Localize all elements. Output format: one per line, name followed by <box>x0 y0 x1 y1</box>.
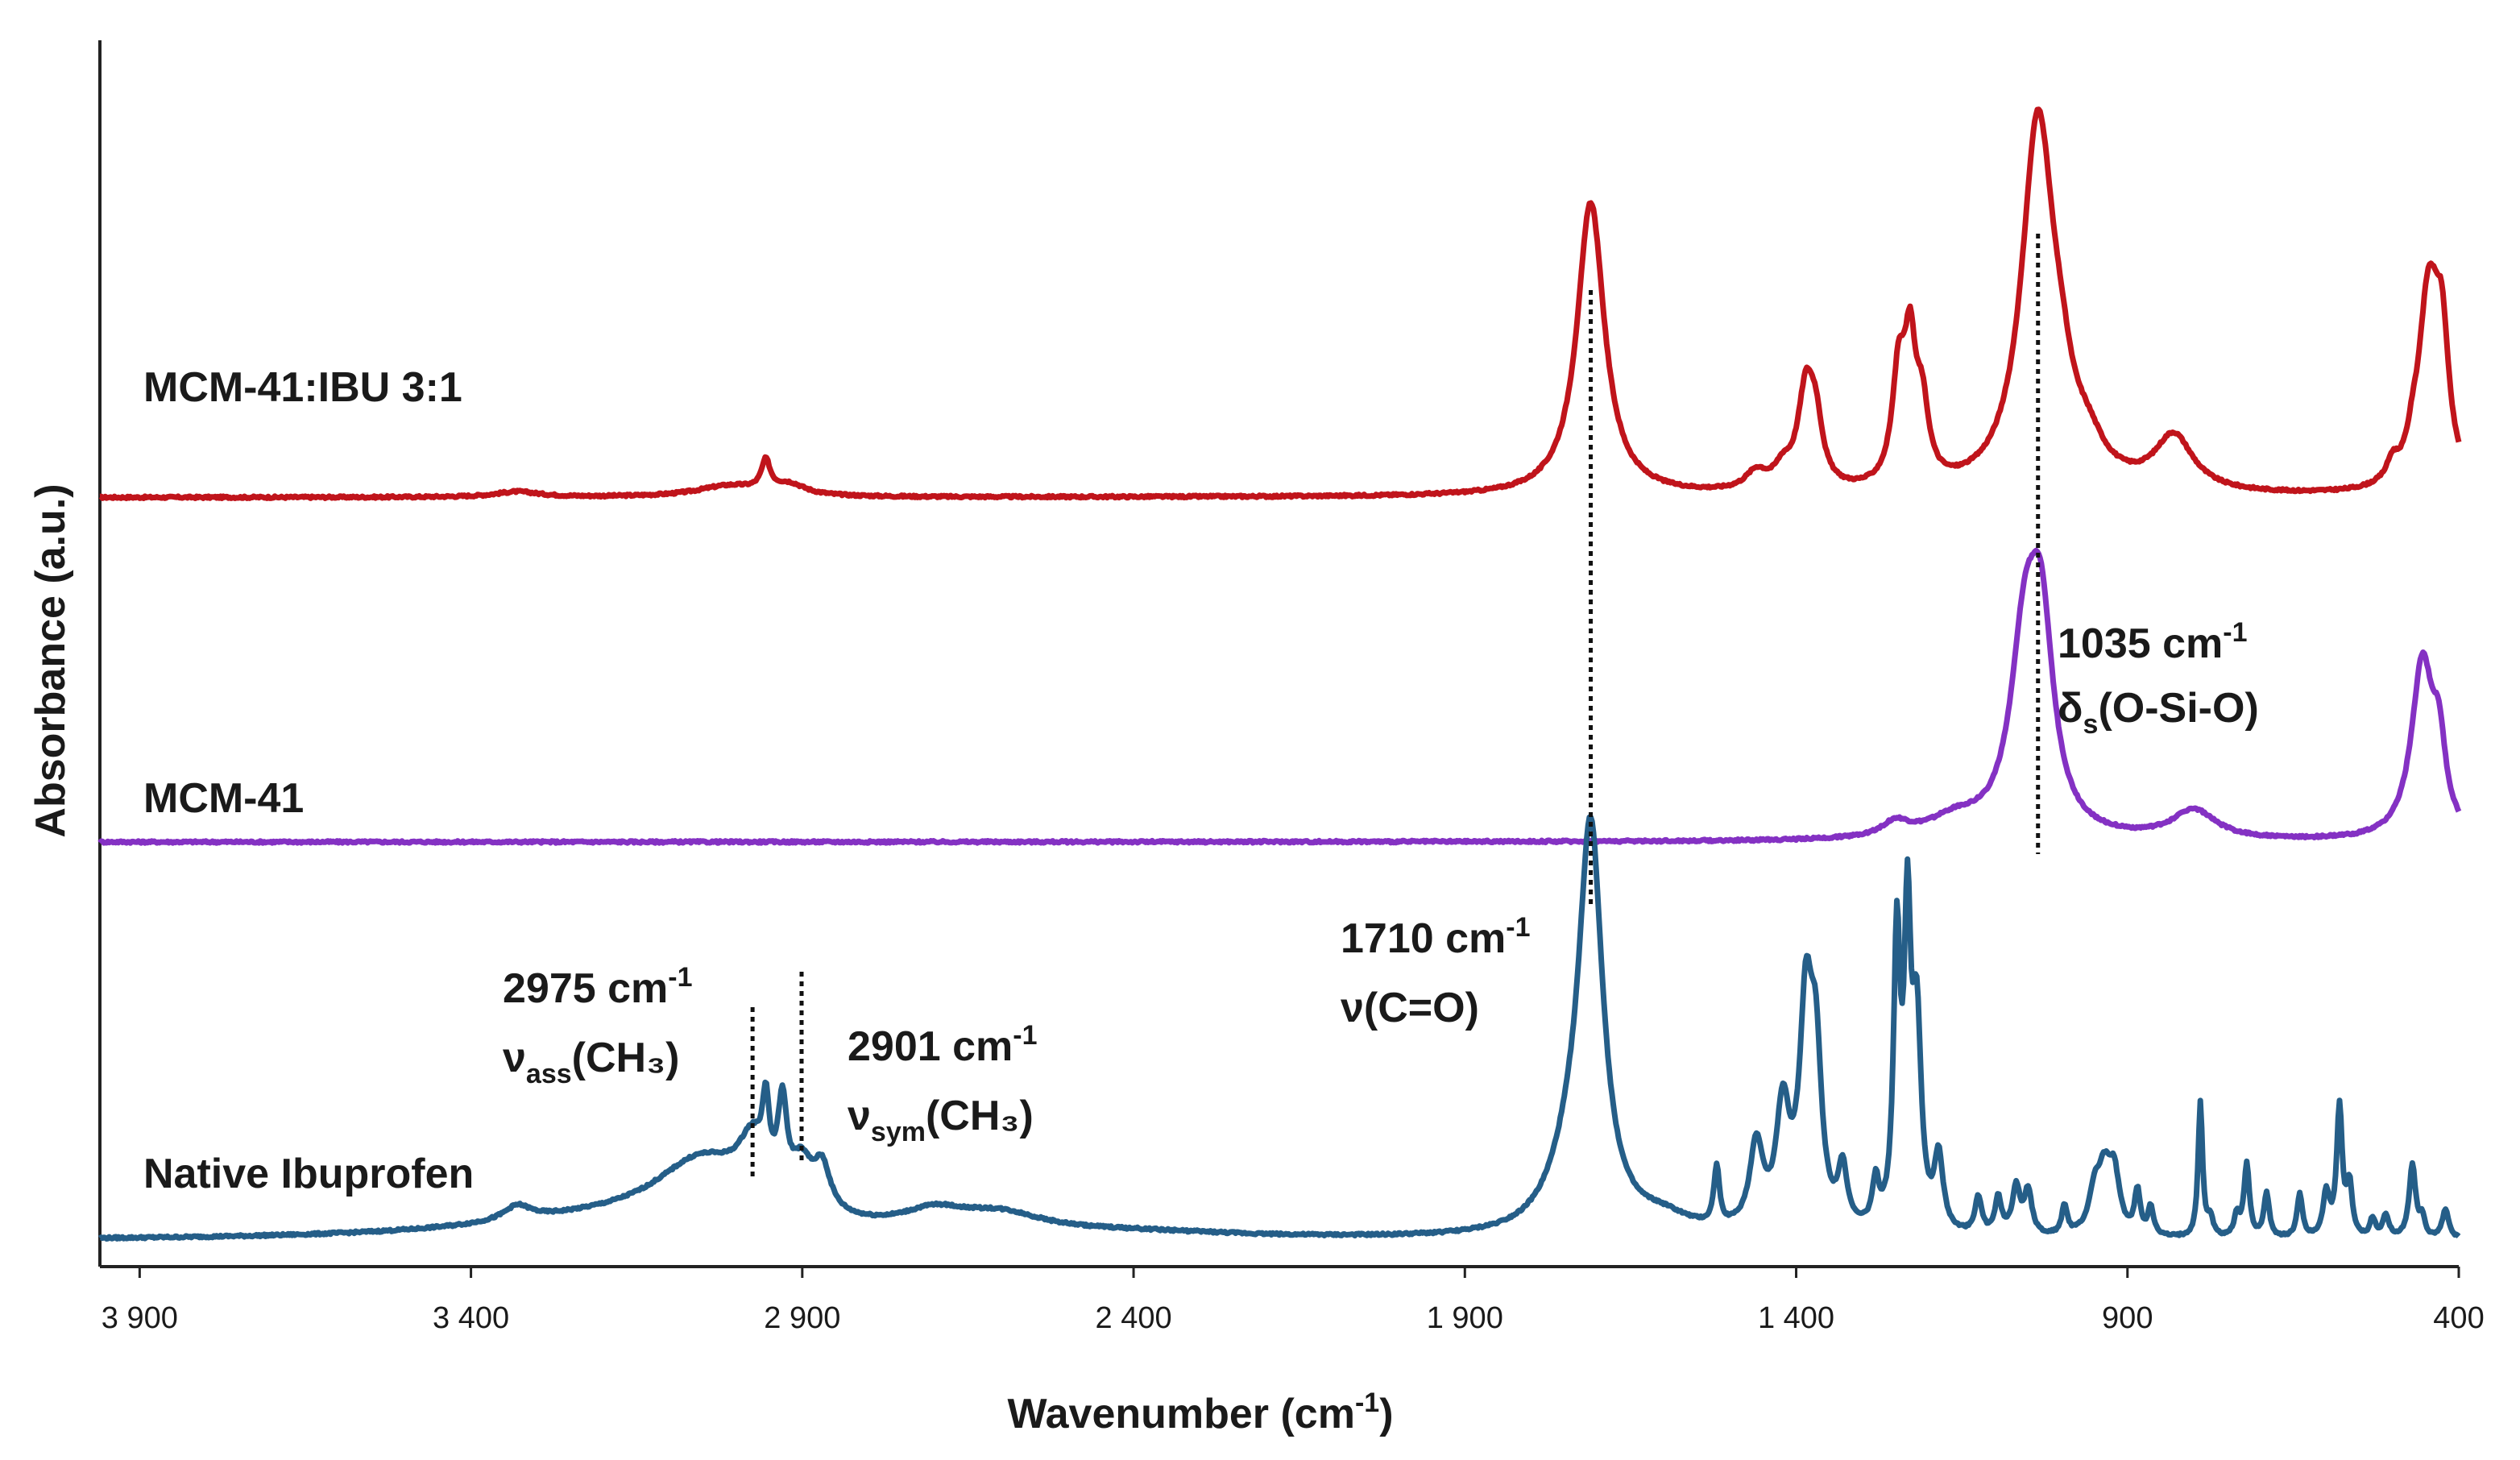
annotation-2975: 2975 cm-1 νass(CH₃) <box>503 962 693 1089</box>
x-tick-label: 1 400 <box>1758 1301 1834 1335</box>
annotation-1710: 1710 cm-1 ν(C=O) <box>1341 912 1531 1031</box>
x-tick-label: 400 <box>2433 1301 2484 1335</box>
series-traces <box>97 106 2462 1242</box>
series-label-native-ibuprofen: Native Ibuprofen <box>143 1151 474 1197</box>
svg-text:1710 cm-1: 1710 cm-1 <box>1341 912 1531 962</box>
x-axis-ticks <box>138 1267 2460 1278</box>
series-line-mcm-41 <box>97 547 2462 846</box>
peak-markers <box>750 234 2041 1176</box>
svg-text:δs(O-Si-O): δs(O-Si-O) <box>2058 685 2259 740</box>
x-tick-label: 2 400 <box>1096 1301 1172 1335</box>
series-label-mcm41-ibu: MCM-41:IBU 3:1 <box>143 364 462 411</box>
annotation-2901: 2901 cm-1 νsym(CH₃) <box>848 1020 1038 1147</box>
svg-text:2975 cm-1: 2975 cm-1 <box>503 962 693 1012</box>
series-label-mcm41: MCM-41 <box>143 775 304 822</box>
svg-text:2901 cm-1: 2901 cm-1 <box>848 1020 1038 1070</box>
x-axis-tick-labels: 3 900 3 400 2 900 2 400 1 900 1 400 900 400 <box>102 1301 2485 1335</box>
x-axis-title: Wavenumber (cm-1) <box>1007 1387 1393 1437</box>
svg-text:νass(CH₃): νass(CH₃) <box>503 1035 679 1089</box>
x-tick-label: 900 <box>2102 1301 2153 1335</box>
x-tick-label: 3 400 <box>433 1301 509 1335</box>
svg-text:1035 cm-1: 1035 cm-1 <box>2058 617 2248 667</box>
x-tick-label: 3 900 <box>102 1301 178 1335</box>
series-line-mcm-41-ibu-3-1 <box>98 106 2462 501</box>
y-axis-title: Absorbance (a.u.) <box>27 483 74 837</box>
annotation-1035: 1035 cm-1 δs(O-Si-O) <box>2058 617 2259 740</box>
svg-text:νsym(CH₃): νsym(CH₃) <box>848 1093 1034 1147</box>
x-tick-label: 2 900 <box>764 1301 840 1335</box>
x-tick-label: 1 900 <box>1427 1301 1503 1335</box>
series-line-native-ibuprofen <box>98 814 2461 1242</box>
svg-text:ν(C=O): ν(C=O) <box>1341 985 1479 1031</box>
